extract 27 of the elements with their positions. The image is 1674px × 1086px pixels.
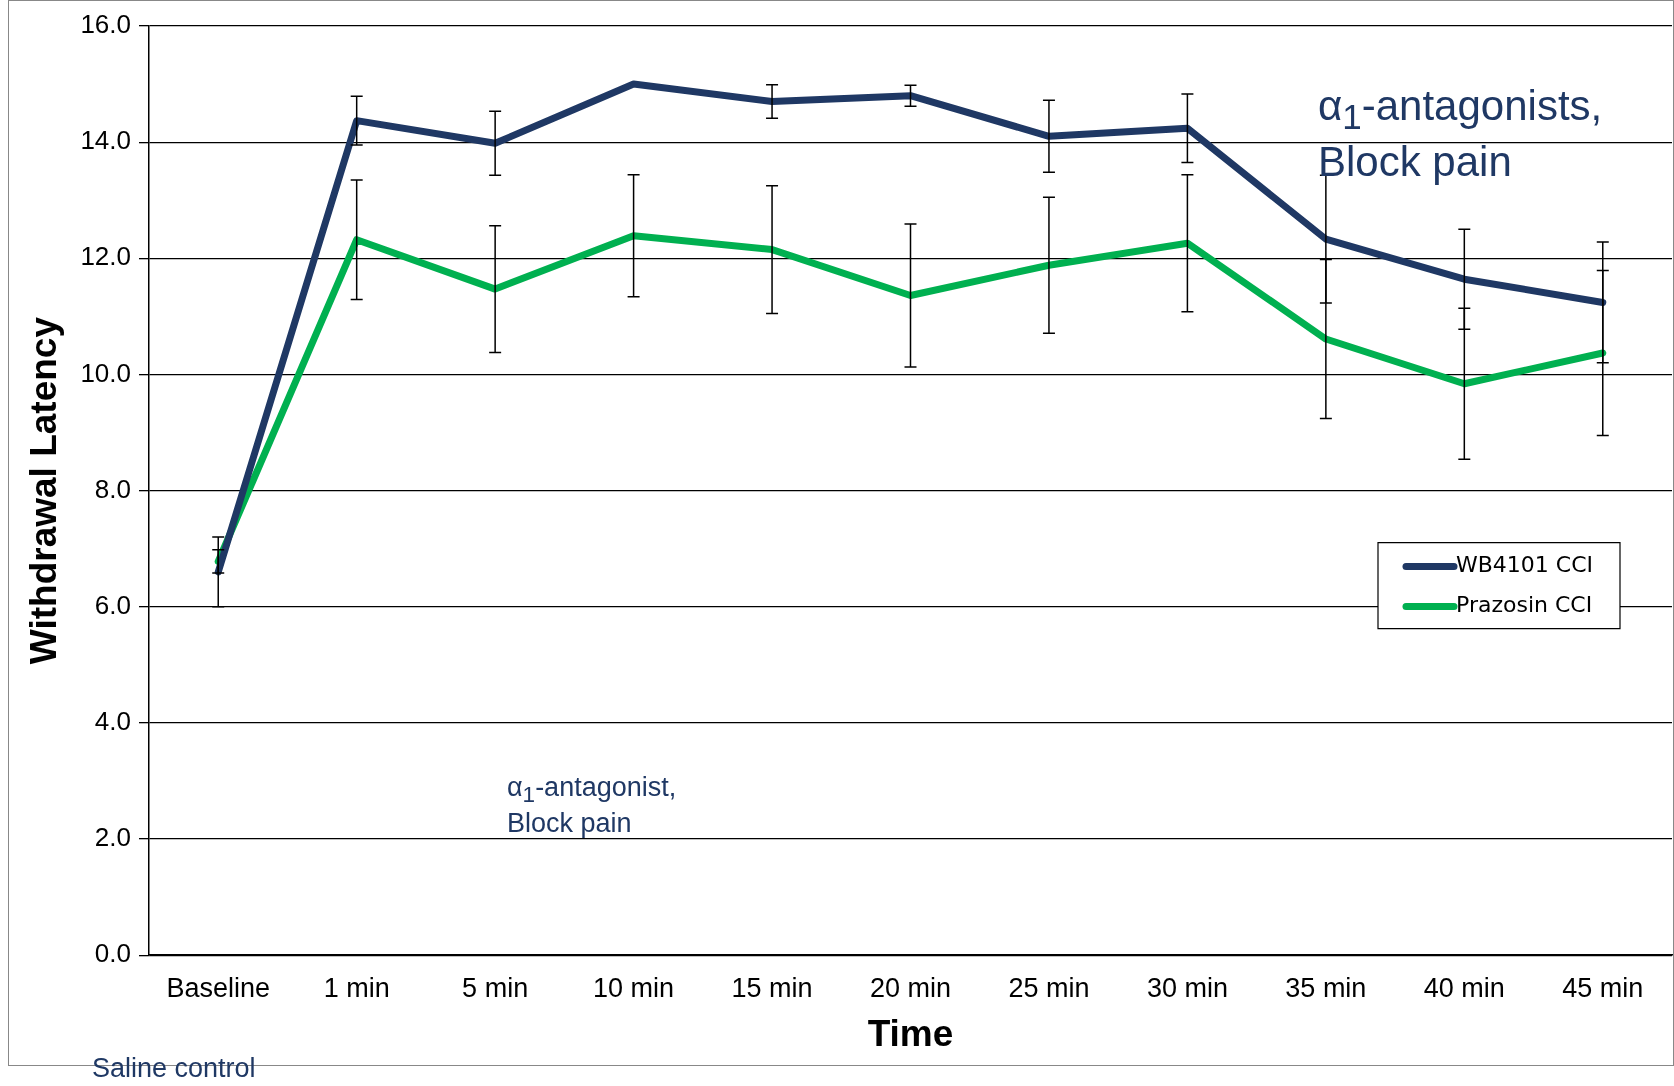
y-tick-label: 6.0 bbox=[94, 589, 131, 620]
y-tick-label: 14.0 bbox=[80, 125, 131, 156]
x-tick-label: 45 min bbox=[1562, 972, 1644, 1003]
x-tick-label: Baseline bbox=[166, 972, 271, 1003]
x-tick-label: 10 min bbox=[593, 972, 675, 1003]
x-tick-label: 35 min bbox=[1285, 972, 1367, 1003]
annotation: α$_{1}$-antagonists, Block pain bbox=[1318, 82, 1604, 186]
legend-label: Prazosin CCI bbox=[1456, 592, 1593, 618]
x-tick-label: 40 min bbox=[1423, 972, 1505, 1003]
y-tick-label: 0.0 bbox=[94, 938, 131, 969]
y-tick-label: 2.0 bbox=[94, 822, 131, 853]
y-tick-label: 4.0 bbox=[94, 706, 131, 737]
x-tick-label: 15 min bbox=[731, 972, 813, 1003]
legend-label: WB4101 CCI bbox=[1456, 552, 1594, 578]
x-tick-label: 20 min bbox=[869, 972, 952, 1003]
y-tick-label: 8.0 bbox=[94, 473, 131, 504]
text: Saline control bbox=[92, 1053, 257, 1085]
y-tick-label: 10.0 bbox=[80, 357, 131, 388]
y-tick-label: 16.0 bbox=[80, 9, 131, 40]
annotation: α$_{1}$-antagonist, Block pain bbox=[507, 772, 678, 840]
x-tick-label: 1 min bbox=[323, 972, 390, 1003]
x-tick-label: 30 min bbox=[1146, 972, 1228, 1003]
y-tick-label: 12.0 bbox=[80, 241, 131, 272]
x-tick-label: 5 min bbox=[462, 972, 529, 1003]
x-tick-label: 25 min bbox=[1008, 972, 1090, 1003]
y-axis-title: Withdrawal Latency bbox=[23, 316, 65, 665]
x-axis-title: Time bbox=[867, 1013, 954, 1054]
